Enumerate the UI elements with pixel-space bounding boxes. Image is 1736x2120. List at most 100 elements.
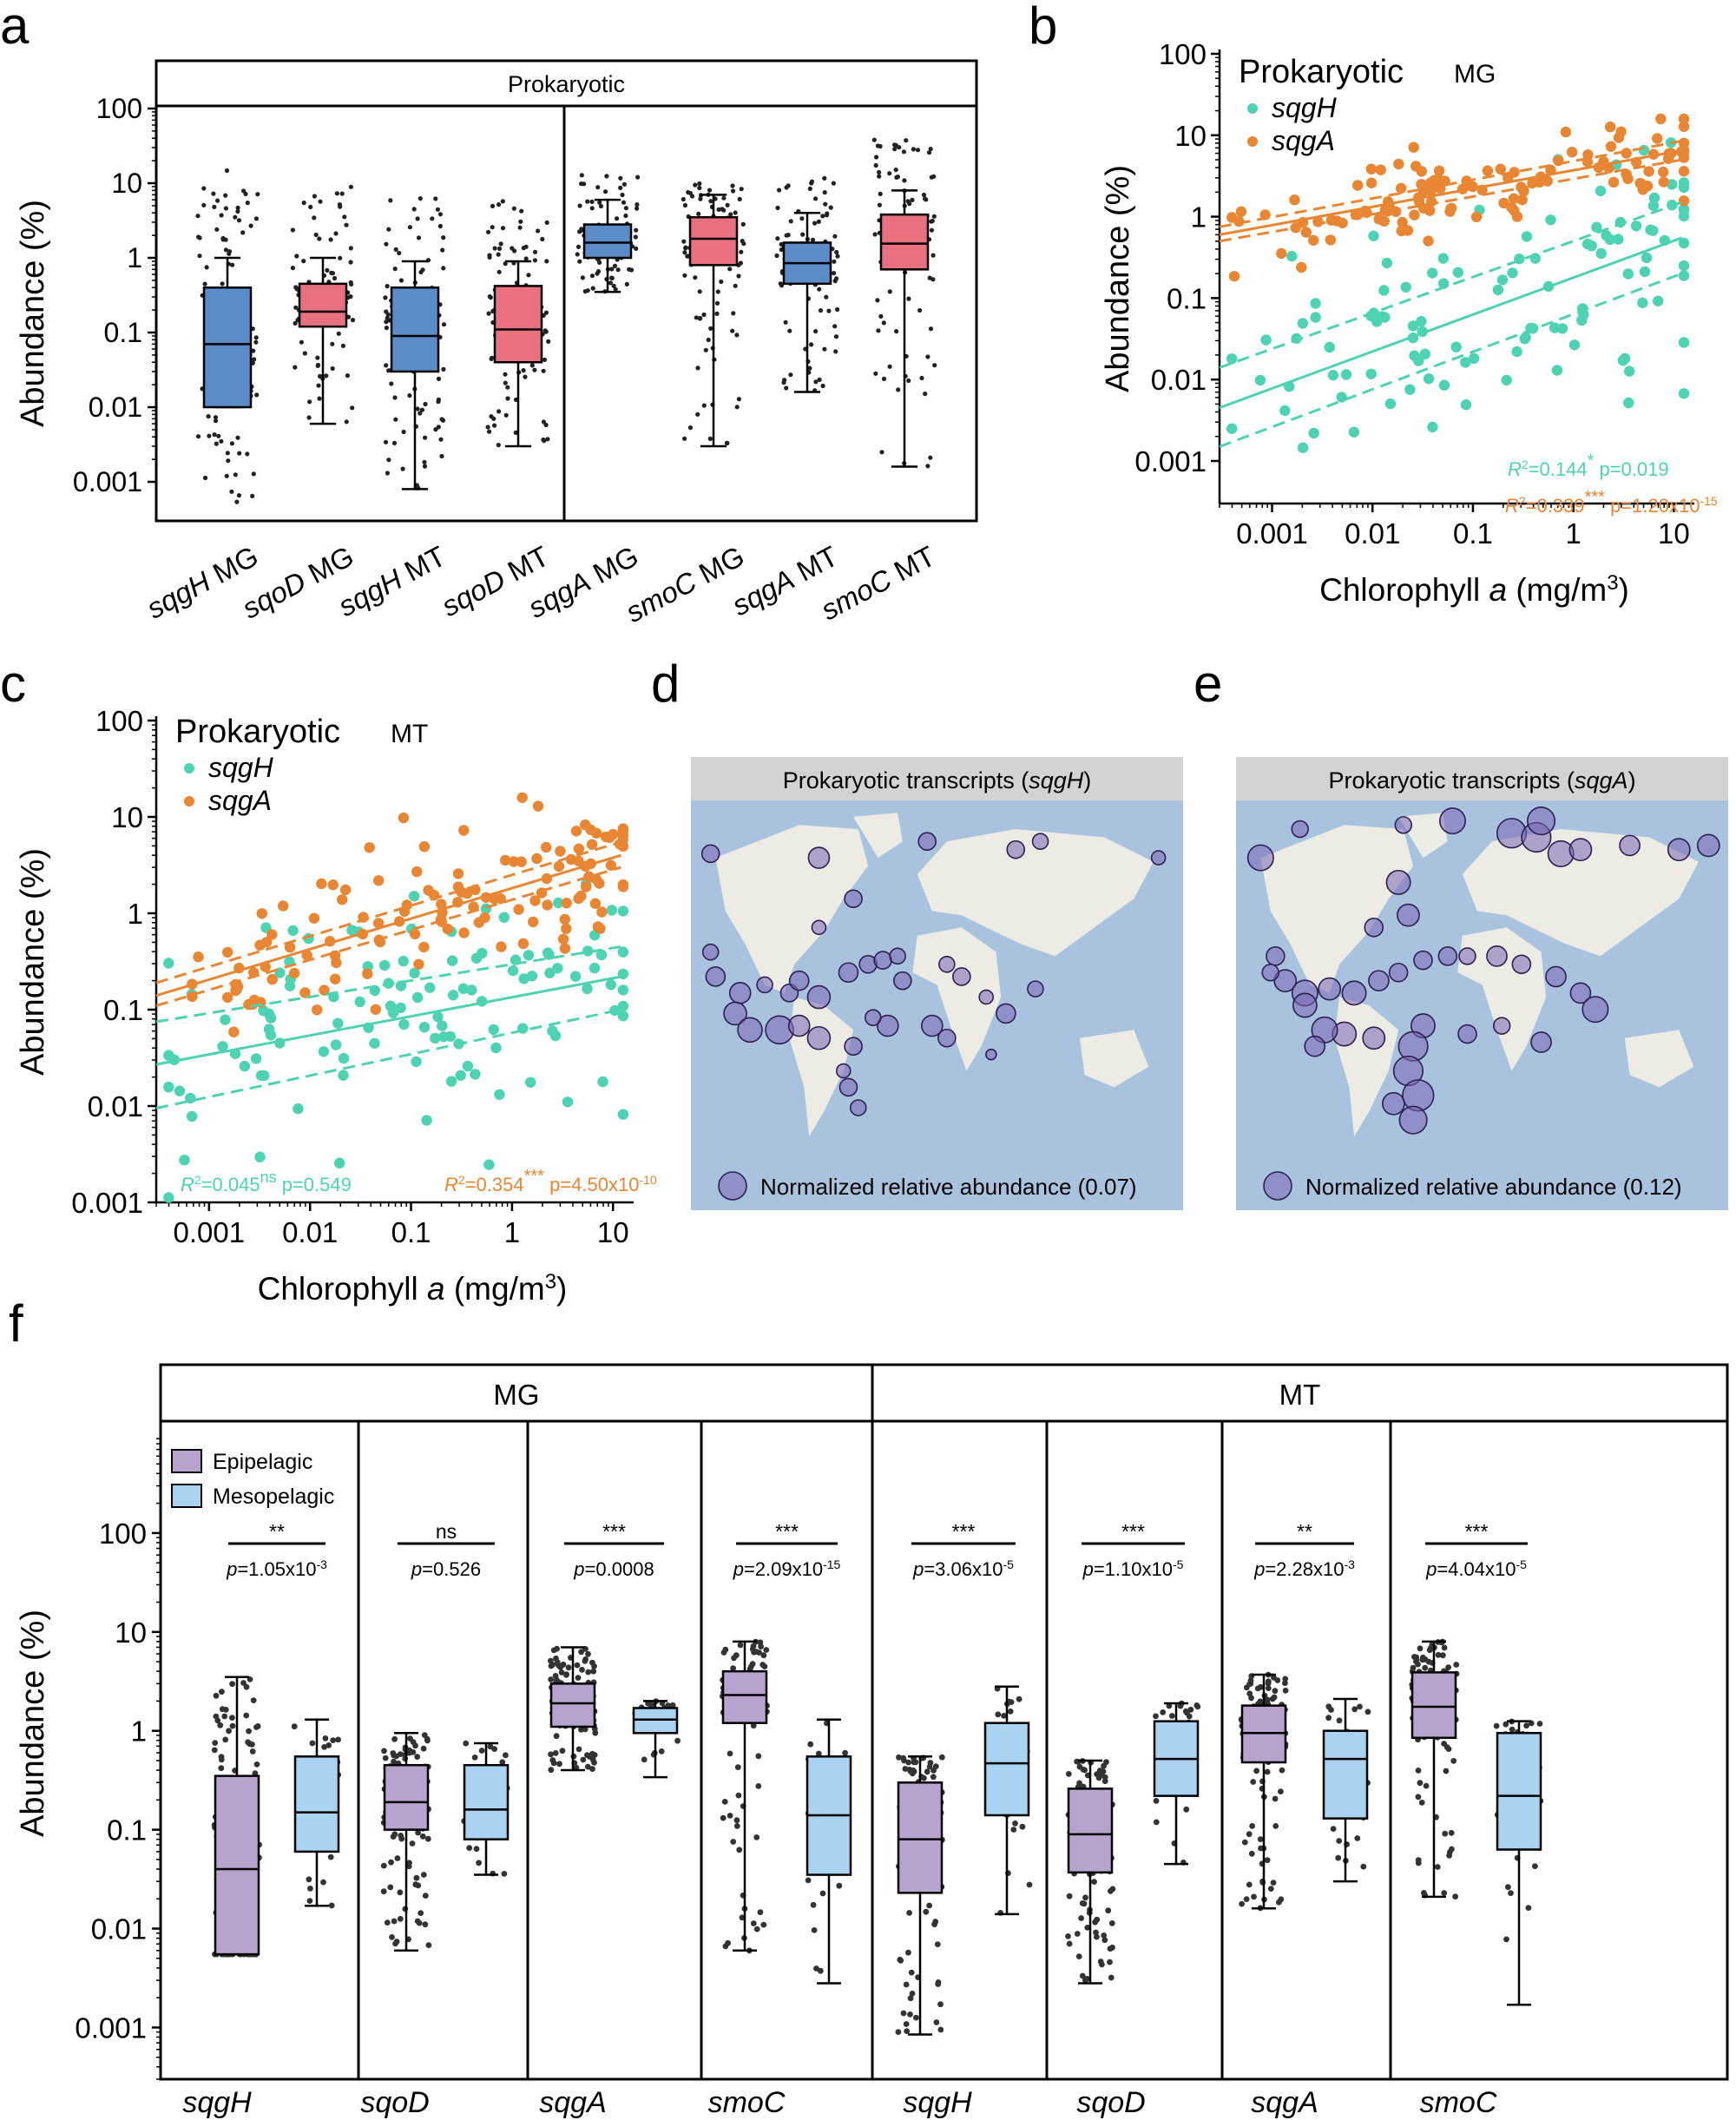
- panel-label-c: c: [0, 655, 26, 713]
- panel-a-box-2-point: [433, 196, 438, 201]
- panel-a-box-6-point: [834, 249, 839, 255]
- panel-c-point-sqgH: [552, 963, 563, 974]
- panel-a-box-6-point: [823, 201, 828, 207]
- panel-a-box-0-point: [251, 348, 256, 353]
- panel-c-point-sqgA: [261, 937, 273, 948]
- panel-label-b: b: [1029, 0, 1057, 55]
- panel-a-box-6-point: [833, 349, 838, 354]
- panel-c-point-sqgA: [442, 923, 453, 935]
- panel-f-MG-smoC-meso-point: [810, 1901, 817, 1908]
- panel-c-legend-dot-sqgA: [184, 796, 194, 807]
- panel-c-point-sqgA: [373, 875, 385, 886]
- panel-c-xtick-label: 10: [597, 1216, 629, 1248]
- panel-f-MT-sqoD-epi-point: [1108, 1887, 1114, 1894]
- panel-b-point-sqgH: [1348, 426, 1360, 438]
- panel-f-xlabel-sqgA: sqgA: [539, 2086, 607, 2119]
- panel-c-point-sqgH: [483, 1159, 495, 1170]
- panel-a-box-3-point: [503, 261, 508, 267]
- panel-b-point-sqgA: [1289, 194, 1300, 206]
- panel-f-MG-sqgA-epi-point: [548, 1751, 554, 1758]
- panel-c-point-sqgH: [411, 991, 424, 1004]
- panel-a-box-4-point: [579, 173, 584, 178]
- panel-f-MG-sqoD-meso-box: [463, 1763, 510, 1840]
- panel-f-MG-sqgH-epi-point: [240, 1680, 247, 1686]
- panel-label-e: e: [1194, 655, 1222, 713]
- panel-a-box-1-point: [308, 204, 313, 209]
- panel-a-box-5-point: [730, 188, 736, 194]
- panel-a-box-2-point: [422, 459, 427, 465]
- panel-f-pvalue: p=1.10x10-5: [1082, 1557, 1184, 1580]
- panel-b-point-sqgA: [1678, 113, 1690, 125]
- panel-b-point-sqgA: [1678, 195, 1690, 207]
- panel-f-MG-smoC-epi-point: [755, 1753, 762, 1760]
- panel-b-point-sqgA: [1678, 121, 1690, 132]
- panel-b-point-sqgA: [1296, 261, 1307, 273]
- panel-f-xlabel-smoC: smoC: [1420, 2086, 1497, 2119]
- panel-a-box-5-point: [740, 221, 746, 227]
- panel-f-MG-sqgH-epi-point: [253, 1761, 260, 1768]
- panel-a-box-1-point: [315, 355, 320, 360]
- panel-a-box-4-point: [623, 206, 629, 211]
- panel-e-bubble: [1266, 946, 1286, 966]
- panel-a-box-1-point: [330, 341, 335, 346]
- panel-f-legend-meso: Mesopelagic: [213, 1485, 334, 1509]
- panel-a-xlabel: smoC MG: [621, 540, 750, 629]
- panel-a-box-2-point: [407, 393, 412, 398]
- stat-r-sup: 2: [1519, 494, 1526, 508]
- panel-f-MG-sqoD-meso-point: [478, 1748, 485, 1754]
- panel-f-MG-smoC-epi-point: [750, 1920, 757, 1926]
- panel-c-point-sqgH: [220, 1014, 231, 1025]
- panel-a-box-5-point: [719, 279, 724, 285]
- panel-c-point-sqgH: [263, 1024, 275, 1035]
- panel-f-sig-stars: ***: [775, 1520, 799, 1543]
- panel-f-MT-sqgA-meso-point: [1325, 1715, 1332, 1722]
- panel-a-box-1-point: [317, 396, 322, 401]
- panel-f-MT-smoC-epi-point: [1445, 1664, 1451, 1670]
- panel-c-xlabel: Chlorophyll a (mg/m3): [258, 1270, 568, 1307]
- panel-f-MT-sqgA-meso-point: [1330, 1826, 1337, 1833]
- panel-a-box-0-point: [248, 223, 253, 228]
- panel-a-box-3-point: [492, 423, 497, 428]
- panel-b-point-sqgH: [1460, 399, 1472, 411]
- panel-c-point-sqgA: [372, 918, 385, 929]
- panel-f-MT-sqgA-meso-point: [1360, 1863, 1367, 1870]
- panel-f-MT-smoC-epi-point: [1415, 1860, 1422, 1867]
- panel-c-point-sqgH: [398, 955, 409, 967]
- panel-a-box-1-point: [317, 236, 322, 241]
- panel-a-box-1-point: [344, 222, 349, 227]
- panel-f-MG-sqgA-meso-point: [658, 1748, 665, 1755]
- panel-a-box-0-point: [227, 251, 232, 256]
- panel-a-box-3-point: [513, 430, 518, 435]
- panel-f-MT-sqoD-epi-point: [1101, 1778, 1108, 1785]
- panel-a-box-5-point: [706, 337, 711, 343]
- panel-b-xtick-label: 1: [1565, 517, 1581, 550]
- panel-a-box-7-point: [887, 171, 892, 176]
- panel-c-point-sqgH: [395, 980, 407, 991]
- panel-a-box-3-point: [496, 442, 501, 448]
- panel-a-box-2-point: [440, 418, 446, 423]
- panel-d-bubble: [737, 1017, 763, 1044]
- panel-f-MT-smoC-meso-point: [1532, 1863, 1538, 1870]
- panel-f-MG-sqoD-meso-point: [487, 1743, 494, 1750]
- panel-f-MT-sqgH-epi-point: [903, 2021, 910, 2027]
- panel-a-box-2-point: [385, 284, 390, 289]
- panel-a-box-5-point: [682, 436, 687, 441]
- panel-c-point-sqgA: [193, 951, 204, 963]
- stat-p: p=1.20x10: [1605, 495, 1700, 517]
- panel-f-MT-sqgH-epi-box: [897, 1781, 944, 1894]
- panel-c-point-sqgH: [346, 925, 358, 936]
- panel-a-box-1-point: [348, 280, 353, 285]
- panel-a-box-3-point: [503, 412, 509, 418]
- panel-a-box-5-point: [730, 328, 735, 333]
- panel-a-box-6-point: [833, 276, 839, 281]
- panel-a-box-2-point: [393, 247, 398, 252]
- panel-f-MG-sqgA-epi-point: [552, 1750, 559, 1756]
- panel-f-pvalue: p=1.05x10-3: [226, 1557, 327, 1580]
- panel-b-point-sqgH: [1551, 365, 1563, 376]
- panel-a-box-7-point: [877, 202, 883, 207]
- panel-a-box-2-point: [386, 368, 391, 373]
- stat-r: R: [1505, 495, 1519, 517]
- panel-b-point-sqgH: [1641, 252, 1653, 264]
- panel-f-MT-sqgA-epi-point: [1246, 1681, 1253, 1688]
- panel-e-bubble: [1457, 1024, 1477, 1044]
